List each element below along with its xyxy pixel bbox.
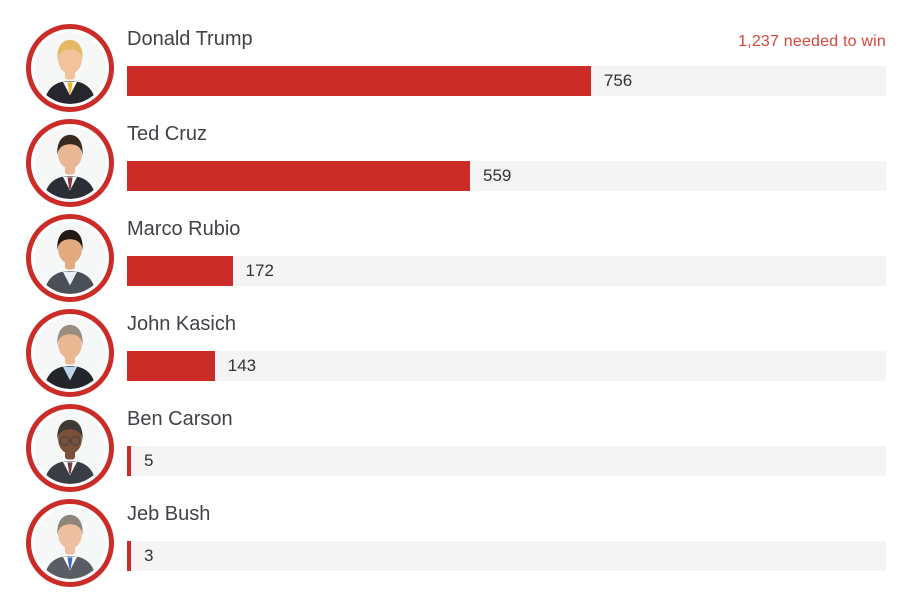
cruz-portrait-icon xyxy=(26,119,114,207)
avatar-column xyxy=(26,10,127,112)
candidate-row: Marco Rubio 172 xyxy=(26,200,886,302)
delegate-bar xyxy=(127,161,470,191)
candidate-content: Jeb Bush 3 xyxy=(127,485,886,571)
bush-portrait-icon xyxy=(26,499,114,587)
delegate-bar xyxy=(127,351,215,381)
delegate-bar-track: 756 xyxy=(127,66,886,96)
rubio-portrait-icon xyxy=(26,214,114,302)
candidate-content: John Kasich 143 xyxy=(127,295,886,381)
candidate-name: Ben Carson xyxy=(127,408,233,430)
candidate-name: John Kasich xyxy=(127,313,236,335)
kasich-portrait-svg xyxy=(34,317,106,389)
delegate-bar-track: 5 xyxy=(127,446,886,476)
avatar-column xyxy=(26,200,127,302)
candidate-row: Ben Carson 5 xyxy=(26,390,886,492)
rubio-portrait-svg xyxy=(34,222,106,294)
delegate-bar xyxy=(127,446,131,476)
candidate-name: Ted Cruz xyxy=(127,123,208,145)
bush-portrait-svg xyxy=(34,507,106,579)
candidate-row: John Kasich 143 xyxy=(26,295,886,397)
carson-portrait-svg xyxy=(34,412,106,484)
carson-portrait-icon xyxy=(26,404,114,492)
delegate-count: 5 xyxy=(144,451,154,470)
delegate-bar xyxy=(127,66,591,96)
delegate-bar-track: 559 xyxy=(127,161,886,191)
delegate-bar-track: 172 xyxy=(127,256,886,286)
delegate-count: 559 xyxy=(482,166,512,185)
delegate-count: 143 xyxy=(227,356,257,375)
delegate-bar xyxy=(127,541,131,571)
candidate-row: Donald Trump 756 xyxy=(26,10,886,112)
kasich-portrait-icon xyxy=(26,309,114,397)
avatar-column xyxy=(26,390,127,492)
candidate-name: Jeb Bush xyxy=(127,503,211,525)
trump-portrait-icon xyxy=(26,24,114,112)
candidate-content: Ben Carson 5 xyxy=(127,390,886,476)
candidate-name: Marco Rubio xyxy=(127,218,241,240)
candidate-content: Donald Trump 756 xyxy=(127,10,886,96)
candidate-name: Donald Trump xyxy=(127,28,253,50)
needed-to-win-note: 1,237 needed to win xyxy=(738,33,886,50)
avatar-column xyxy=(26,295,127,397)
delegate-bar-track: 3 xyxy=(127,541,886,571)
delegate-bar xyxy=(127,256,233,286)
delegate-count: 172 xyxy=(245,261,274,280)
delegate-bar-track: 143 xyxy=(127,351,886,381)
delegate-count: 3 xyxy=(144,546,154,565)
avatar-column xyxy=(26,105,127,207)
trump-portrait-svg xyxy=(34,32,106,104)
candidate-row: Ted Cruz 559 xyxy=(26,105,886,207)
candidate-content: Marco Rubio 172 xyxy=(127,200,886,286)
avatar-column xyxy=(26,485,127,587)
cruz-portrait-svg xyxy=(34,127,106,199)
candidate-content: Ted Cruz 559 xyxy=(127,105,886,191)
candidate-row: Jeb Bush 3 xyxy=(26,485,886,587)
delegate-count: 756 xyxy=(603,71,633,90)
